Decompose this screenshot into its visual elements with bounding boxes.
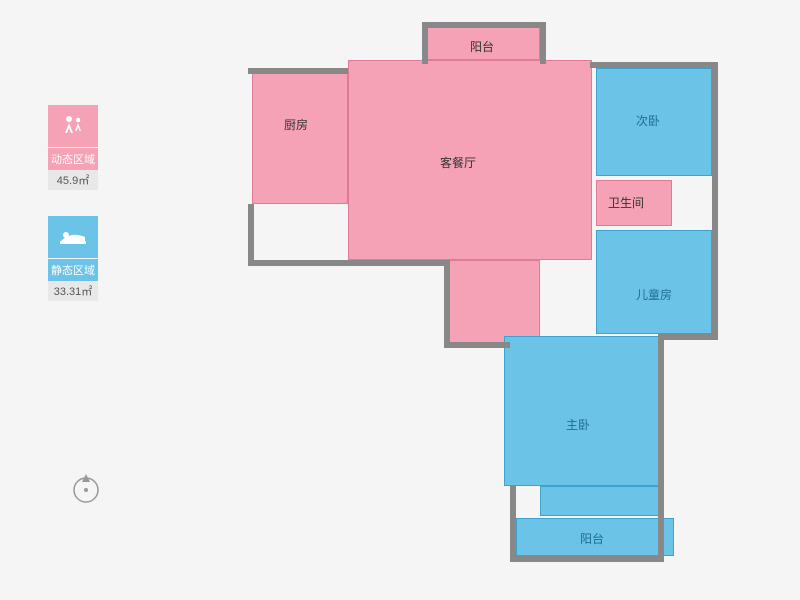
- legend-static-label: 静态区域: [48, 259, 98, 281]
- wall-seg-8: [658, 334, 718, 340]
- wall-seg-11: [510, 486, 516, 562]
- room-bedroom2: [596, 68, 712, 176]
- room-bathroom: [596, 180, 672, 226]
- room-master: [504, 336, 662, 486]
- wall-seg-4: [422, 22, 428, 64]
- wall-seg-1: [248, 204, 254, 264]
- wall-seg-3: [422, 22, 544, 28]
- room-balcony_top: [426, 26, 540, 60]
- room-living_ext: [448, 260, 540, 344]
- legend-static: 静态区域 33.31㎡: [48, 216, 108, 301]
- people-icon: [48, 105, 98, 147]
- room-living: [348, 60, 592, 260]
- wall-seg-12: [444, 342, 510, 348]
- wall-seg-5: [540, 22, 546, 64]
- bed-icon: [48, 216, 98, 258]
- wall-seg-2: [248, 260, 448, 266]
- floorplan: 阳台厨房客餐厅卫生间次卧儿童房主卧阳台: [252, 26, 730, 580]
- room-balcony_bot: [516, 518, 674, 556]
- wall-seg-13: [444, 260, 450, 346]
- room-master_ext: [540, 486, 662, 516]
- legend-dynamic-value: 45.9㎡: [48, 170, 98, 190]
- legend-static-value: 33.31㎡: [48, 281, 98, 301]
- wall-seg-9: [658, 334, 664, 560]
- legend-dynamic-label: 动态区域: [48, 148, 98, 170]
- wall-seg-0: [248, 68, 348, 74]
- compass-icon: [68, 470, 104, 506]
- wall-seg-10: [510, 556, 664, 562]
- room-kitchen: [252, 72, 348, 204]
- legend-dynamic: 动态区域 45.9㎡: [48, 105, 108, 190]
- room-childroom: [596, 230, 712, 334]
- wall-seg-6: [590, 62, 718, 68]
- wall-seg-7: [712, 62, 718, 338]
- legend-panel: 动态区域 45.9㎡ 静态区域 33.31㎡: [48, 105, 108, 327]
